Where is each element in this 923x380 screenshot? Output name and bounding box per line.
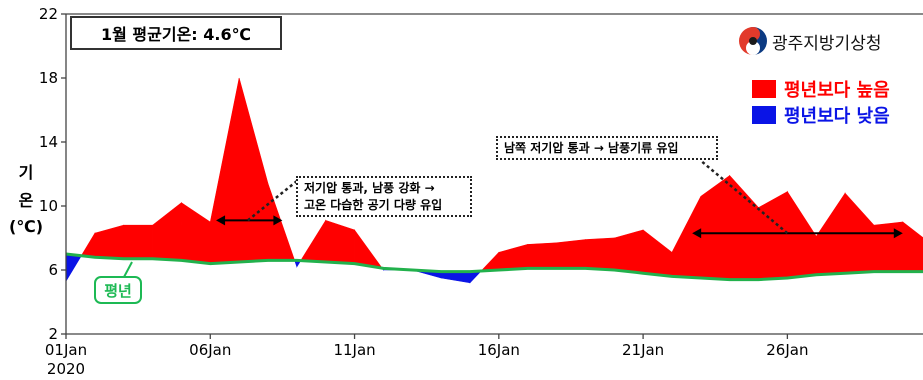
y-tick-label: 2 [48,325,58,343]
anomaly-segment [181,202,211,264]
anomaly-segment [498,244,528,271]
arrow-south-low-head-right [893,228,903,239]
anomaly-segment [267,183,296,261]
anomaly-segment [94,224,125,260]
anomaly-segment [758,191,788,280]
normal-label-pointer [123,261,133,278]
x-tick-label: 2020 [47,360,85,378]
anomaly-segment [613,229,644,274]
anomaly-segment [80,232,96,258]
y-tick-label: 6 [48,261,58,279]
anomaly-segment [585,237,615,271]
arrow-cold-front-head-left [216,215,226,226]
arrow-south-low-head-left [692,228,702,239]
x-tick-label: 01Jan [45,341,87,359]
anomaly-segment [787,190,817,279]
anomaly-segment [65,253,82,283]
y-tick-label: 14 [39,133,58,151]
y-axis-label-line3: (℃) [9,217,43,236]
anomaly-fills [65,77,923,284]
legend: 평년보다 높음 평년보다 낮음 [752,76,890,128]
y-tick-label: 10 [39,197,58,215]
legend-label-below: 평년보다 낮음 [784,106,890,127]
anomaly-segment [480,251,500,272]
arrow-cold-front-head-right [273,215,283,226]
annotation-cold-front: 저기압 통과, 남풍 강화 → 고온 다습한 공기 다량 유입 [296,176,472,217]
y-axis-label-line2: 온 [19,191,34,210]
anomaly-segment [729,174,759,280]
legend-item-above: 평년보다 높음 [752,76,890,102]
annotation-leaders [123,159,789,278]
normal-label: 평년 [94,276,142,304]
event-arrows [216,215,903,239]
legend-swatch-above [752,80,776,98]
x-tick-label: 11Jan [333,341,375,359]
annotation-cold-front-line2: 고온 다습한 공기 다량 유입 [304,198,443,212]
annotation-south-low: 남쪽 저기압 통과 → 남풍기류 유입 [496,136,718,160]
normal-line [65,252,923,282]
anomaly-segment [354,229,383,269]
anomaly-segment [671,196,702,279]
organization-name: 광주지방기상청 [772,33,882,54]
y-tick-label: 22 [39,5,58,23]
normal-series-line [65,252,923,282]
anomaly-segment [873,221,904,272]
anomaly-segment [527,242,557,269]
annotation-cold-front-line1: 저기압 통과, 남풍 강화 → [304,181,435,195]
axes [61,13,923,339]
anomaly-segment [238,77,269,263]
x-tick-label: 21Jan [622,341,664,359]
y-axis-label-line1: 기 [19,163,34,182]
organization-logo: 광주지방기상청 [738,26,881,56]
legend-item-below: 평년보다 낮음 [752,102,890,128]
kma-logo-icon [739,27,767,55]
leader-cold-front [247,180,298,222]
anomaly-segment [209,77,240,264]
anomaly-segment [325,219,355,264]
legend-label-above: 평년보다 높음 [784,80,890,101]
anomaly-segment [152,202,182,261]
leader-south-low [699,159,789,235]
anomaly-segment [642,229,673,277]
x-tick-label: 16Jan [478,341,520,359]
anomaly-segment [300,219,327,263]
legend-swatch-below [752,106,776,124]
y-tick-label: 18 [39,69,58,87]
anomaly-segment [556,239,586,269]
anomaly-segment [902,221,923,272]
chart-title: 1월 평균기온: 4.6℃ [70,16,282,50]
y-tick-labels: 2 6 10 14 18 22 [39,5,58,343]
anomaly-segment [440,271,471,284]
x-tick-label: 26Jan [766,341,808,359]
x-tick-label: 06Jan [189,341,231,359]
anomaly-segment [123,224,153,260]
anomaly-segment [700,175,730,280]
